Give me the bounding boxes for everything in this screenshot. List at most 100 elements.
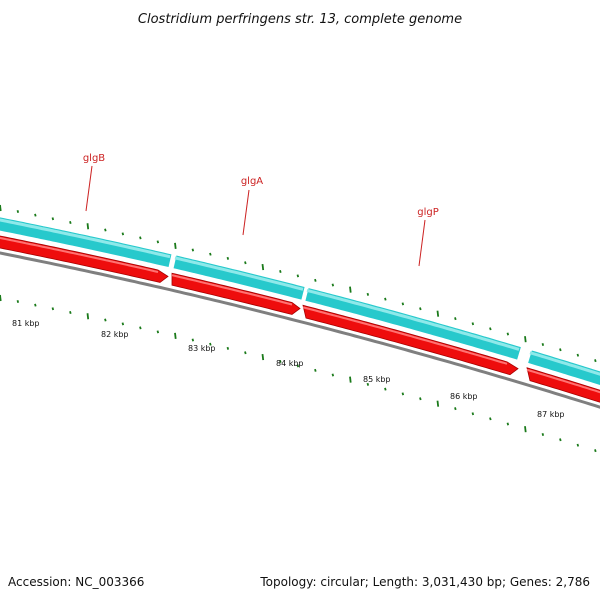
kbp-label: 85 kbp <box>363 375 391 384</box>
scale-tick <box>261 353 265 361</box>
scale-tick <box>454 407 457 411</box>
upper-tick-track <box>0 204 597 363</box>
scale-tick <box>226 346 230 350</box>
scale-tick <box>349 376 352 383</box>
scale-tick <box>541 432 545 436</box>
scale-tick <box>296 274 300 278</box>
scale-tick <box>121 232 125 236</box>
scale-tick <box>174 332 177 340</box>
gene-leader-glgP <box>418 219 426 267</box>
kbp-label: 83 kbp <box>188 344 216 353</box>
lower-tick-track <box>0 294 597 453</box>
scale-tick <box>436 400 440 407</box>
scale-tick <box>331 373 335 377</box>
lower-gene-arrow[interactable] <box>526 367 600 406</box>
scale-tick <box>121 322 125 326</box>
genome-title: Clostridium perfringens str. 13, complet… <box>138 12 462 27</box>
kbp-label: 82 kbp <box>101 330 129 339</box>
scale-tick <box>0 294 2 302</box>
scale-tick <box>244 261 247 265</box>
scale-tick <box>559 348 562 352</box>
scale-tick <box>296 364 300 368</box>
scale-tick <box>174 242 177 250</box>
upper-gene-segment[interactable] <box>0 217 172 268</box>
scale-tick <box>576 353 580 357</box>
kbp-scale-labels: 81 kbp 82 kbp 83 kbp 84 kbp 85 kbp 86 kb… <box>12 319 565 419</box>
upper-gene-segment[interactable] <box>173 255 305 300</box>
accession-text: Accession: NC_003366 <box>8 575 144 589</box>
gene-leader-glgB <box>85 165 93 212</box>
scale-tick <box>104 228 107 232</box>
scale-tick <box>86 223 90 230</box>
gene-leader-glgA <box>242 189 250 236</box>
genome-backbone <box>0 251 600 409</box>
scale-tick <box>314 278 317 282</box>
scale-tick <box>454 317 457 321</box>
scale-tick <box>524 336 527 343</box>
scale-tick <box>419 397 422 401</box>
genome-summary-text: Topology: circular; Length: 3,031,430 bp… <box>259 575 590 589</box>
upper-gene-segment[interactable] <box>528 350 600 385</box>
lower-gene-highlight <box>0 236 159 273</box>
scale-tick <box>331 283 335 287</box>
scale-tick <box>436 310 440 317</box>
gene-label-glgA[interactable]: glgA <box>241 176 263 187</box>
scale-tick <box>244 351 247 355</box>
scale-tick <box>489 417 492 421</box>
lower-gene-highlight <box>302 306 508 365</box>
scale-tick <box>51 217 55 221</box>
scale-tick <box>366 382 370 386</box>
scale-tick <box>191 338 195 342</box>
lower-gene-track <box>0 235 600 406</box>
upper-gene-segment[interactable] <box>305 288 521 360</box>
lower-gene-highlight <box>526 368 600 394</box>
upper-gene-track <box>0 217 600 385</box>
lower-gene-highlight <box>171 274 293 306</box>
scale-tick <box>279 269 282 273</box>
scale-tick <box>139 236 142 240</box>
scale-tick <box>594 449 597 453</box>
gene-label-glgP[interactable]: glgP <box>417 207 439 218</box>
scale-tick <box>209 252 212 256</box>
scale-tick <box>16 210 20 214</box>
upper-gene-highlight <box>529 351 600 376</box>
upper-gene-highlight <box>306 288 520 351</box>
scale-tick <box>69 310 72 314</box>
scale-tick <box>419 307 422 311</box>
scale-tick <box>156 330 160 334</box>
scale-tick <box>314 368 317 372</box>
scale-tick <box>471 322 475 326</box>
scale-tick <box>51 307 55 311</box>
lower-gene-arrow[interactable] <box>302 304 519 376</box>
scale-tick <box>471 412 475 416</box>
scale-tick <box>209 342 212 346</box>
scale-tick <box>34 303 37 307</box>
scale-tick <box>261 263 265 271</box>
scale-tick <box>279 359 282 363</box>
scale-tick <box>541 342 545 346</box>
gene-label-glgB[interactable]: glgB <box>83 153 105 164</box>
upper-gene-highlight <box>174 256 304 291</box>
scale-tick <box>34 213 37 217</box>
scale-tick <box>366 292 370 296</box>
scale-tick <box>156 240 160 244</box>
scale-tick <box>384 297 387 301</box>
scale-tick <box>349 286 352 293</box>
scale-tick <box>594 359 597 363</box>
scale-tick <box>506 332 510 336</box>
scale-tick <box>0 204 2 212</box>
gene-labels: glgB glgA glgP <box>83 153 439 267</box>
scale-tick <box>16 300 20 304</box>
scale-tick <box>139 326 142 330</box>
scale-tick <box>506 422 510 426</box>
scale-tick <box>191 248 195 252</box>
upper-gene-highlight <box>0 218 171 259</box>
scale-tick <box>384 387 387 391</box>
scale-tick <box>401 302 405 306</box>
kbp-label: 81 kbp <box>12 319 40 328</box>
kbp-label: 87 kbp <box>537 410 565 419</box>
scale-tick <box>489 327 492 331</box>
kbp-label: 84 kbp <box>276 359 304 368</box>
scale-tick <box>524 426 527 433</box>
